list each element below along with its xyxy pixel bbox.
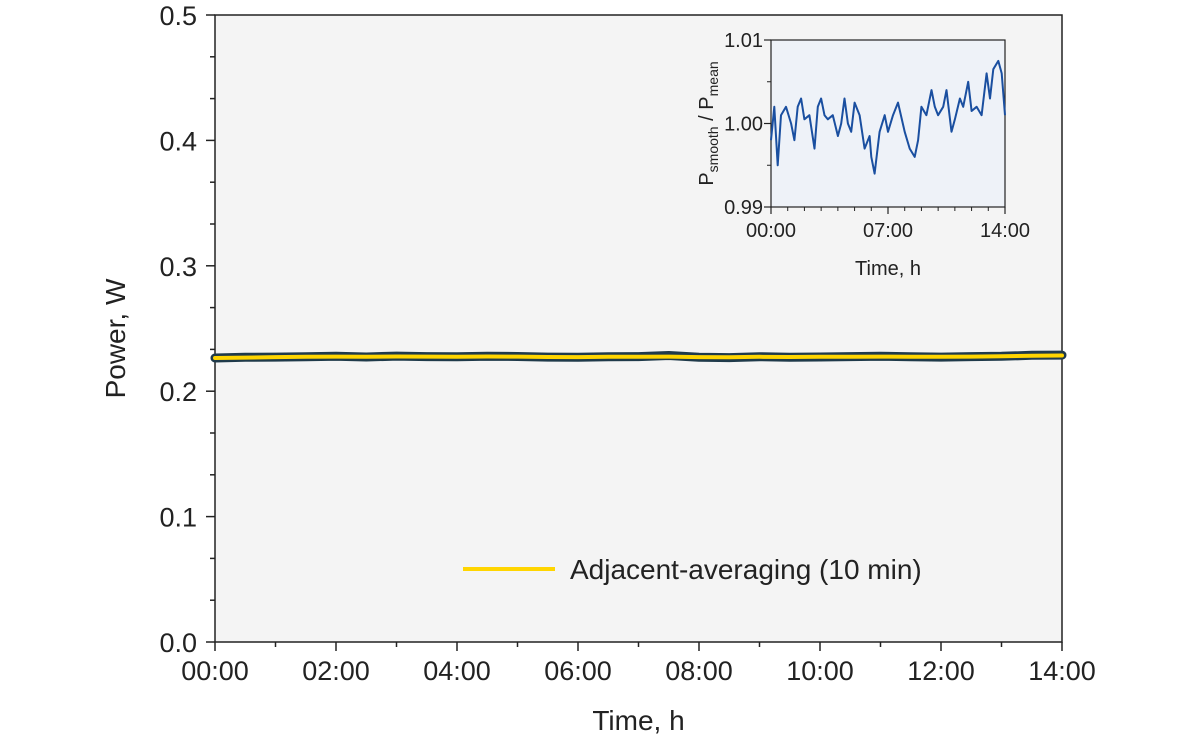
x-tick-label: 04:00 <box>423 656 491 686</box>
y-tick-label: 0.1 <box>159 503 197 533</box>
inset-plot-background <box>770 39 1006 208</box>
legend: Adjacent-averaging (10 min) <box>463 554 922 585</box>
inset-series-group <box>770 59 1006 175</box>
main-axes: 00:00 02:00 04:00 06:00 08:00 10:00 12:00 14:00… <box>159 1 1095 686</box>
series-adjacent-averaging-line <box>213 353 1064 360</box>
y-tick-label: 0.0 <box>159 628 197 658</box>
x-tick-label: 00:00 <box>181 656 249 686</box>
inset-series-line <box>770 59 1006 175</box>
x-axis-label: Time, h <box>592 705 684 736</box>
x-tick-label: 02:00 <box>302 656 370 686</box>
legend-label-adjacent-averaging: Adjacent-averaging (10 min) <box>570 554 922 585</box>
x-tick-label: 12:00 <box>907 656 975 686</box>
x-tick-label: 14:00 <box>1028 656 1096 686</box>
inset-x-axis-label: Time, h <box>855 258 921 280</box>
inset-ylabel-sub-smooth: smooth <box>705 126 721 172</box>
inset-y-tick-label: 0.99 <box>724 197 763 219</box>
y-tick-label: 0.3 <box>159 252 197 282</box>
inset-y-tick-label: 1.00 <box>724 114 763 136</box>
y-tick-label: 0.2 <box>159 377 197 407</box>
y-tick-label: 0.5 <box>159 1 197 31</box>
inset-y-axis-label: Psmooth / Pmean <box>696 61 721 185</box>
x-tick-label: 10:00 <box>786 656 854 686</box>
inset-axes: 00:00 07:00 14:00 0.99 1.00 1.01 <box>724 30 1030 242</box>
y-axis-label: Power, W <box>100 278 131 398</box>
inset-plot: 00:00 07:00 14:00 0.99 1.00 1.01 Time, h Psmo… <box>696 30 1030 280</box>
main-series-group <box>210 350 1067 363</box>
inset-ylabel-mid: / P <box>696 96 718 126</box>
inset-x-tick-label: 14:00 <box>980 220 1030 242</box>
inset-y-tick-label: 1.01 <box>724 30 763 52</box>
inset-x-tick-label: 07:00 <box>863 220 913 242</box>
inset-ylabel-sub-mean: mean <box>705 61 721 96</box>
inset-ylabel-p: P <box>696 172 718 185</box>
y-tick-label: 0.4 <box>159 126 197 156</box>
x-tick-label: 08:00 <box>665 656 733 686</box>
inset-x-tick-label: 00:00 <box>746 220 796 242</box>
x-tick-label: 06:00 <box>544 656 612 686</box>
